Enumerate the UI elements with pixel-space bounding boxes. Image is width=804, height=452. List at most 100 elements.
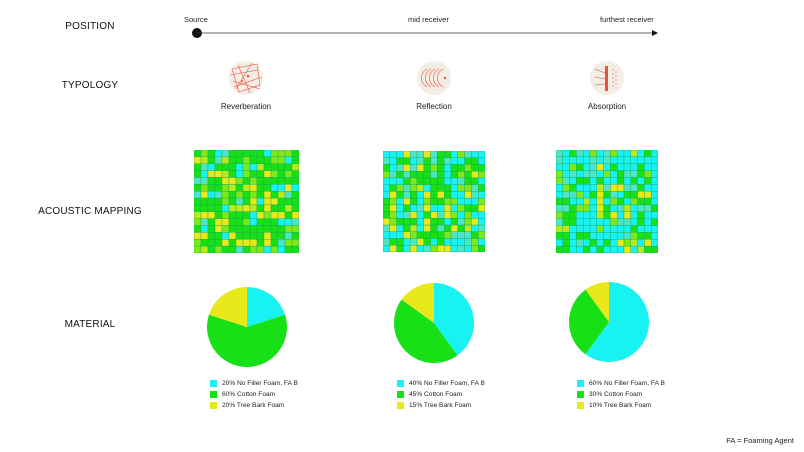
heatmap-cell xyxy=(589,218,597,226)
heatmap-cell xyxy=(389,171,397,179)
heatmap-cell xyxy=(291,211,299,219)
heatmap-cell xyxy=(263,239,272,247)
legend-text: 30% Cotton Foam xyxy=(589,391,643,398)
heatmap-cell xyxy=(200,163,209,171)
heatmap-cell xyxy=(284,232,293,240)
heatmap-cell xyxy=(556,218,563,226)
heatmap-cell xyxy=(430,238,438,246)
heatmap-cell xyxy=(423,164,431,172)
heatmap-cell xyxy=(423,197,431,206)
heatmap-cell xyxy=(207,163,216,171)
heatmap-cell xyxy=(644,184,652,192)
heatmap-cell xyxy=(214,218,223,226)
typology-label-reflection: Reflection xyxy=(416,102,452,111)
heatmap-cell xyxy=(410,218,418,226)
heatmap-cell xyxy=(284,211,293,219)
heatmap-cell xyxy=(576,211,584,219)
heatmap-cell xyxy=(291,163,299,171)
heatmap-cell xyxy=(437,197,445,206)
heatmap-cell xyxy=(235,156,244,164)
heatmap-cell xyxy=(576,163,584,171)
heatmap-cell xyxy=(228,170,237,178)
heatmap-cell xyxy=(389,211,397,219)
heatmap-cell xyxy=(270,239,279,247)
heatmap-cell xyxy=(416,211,424,219)
heatmap-cell xyxy=(583,184,591,192)
legend-text: 20% No Filler Foam, FA B xyxy=(222,380,298,387)
heatmap-cell xyxy=(284,163,293,171)
heatmap-cell xyxy=(416,218,424,226)
heatmap-cell xyxy=(221,197,230,206)
heatmap-cell xyxy=(200,232,209,240)
heatmap-cell xyxy=(637,184,645,192)
heatmap-cell xyxy=(423,157,431,165)
heatmap-cell xyxy=(270,197,279,206)
heatmap-cell xyxy=(277,191,286,199)
heatmap-cell xyxy=(270,170,279,178)
position-mid-label: mid receiver xyxy=(408,15,449,24)
heatmap-cell xyxy=(200,239,209,247)
heatmap-cell xyxy=(430,171,438,179)
heatmap-cell xyxy=(556,225,563,233)
heatmap-cell xyxy=(263,191,272,199)
heatmap-cell xyxy=(284,150,293,158)
heatmap-cell xyxy=(651,218,658,226)
row-label-acoustic-mapping: ACOUSTIC MAPPING xyxy=(38,206,142,217)
heatmap-cell xyxy=(444,191,452,199)
heatmap-cell xyxy=(200,245,209,253)
heatmap-cell xyxy=(471,151,479,158)
heatmap-cell xyxy=(277,170,286,178)
heatmap-cell xyxy=(610,191,618,199)
heatmap-cell xyxy=(556,211,563,219)
heatmap-cell xyxy=(450,231,458,239)
pie-slice xyxy=(401,283,434,323)
heatmap-cell xyxy=(383,224,390,232)
heatmap-cell xyxy=(437,191,445,199)
heatmap-cell xyxy=(403,177,411,185)
heatmap-cell xyxy=(556,204,563,212)
heatmap-cell xyxy=(583,197,591,206)
heatmap-cell xyxy=(569,156,577,164)
heatmap-cell xyxy=(249,191,258,199)
heatmap-cell xyxy=(410,224,418,232)
heatmap-cell xyxy=(277,177,286,185)
heatmap-cell xyxy=(610,239,618,247)
heatmap-cell xyxy=(194,211,202,219)
heatmap-cell xyxy=(464,204,472,212)
heatmap-cell xyxy=(403,171,411,179)
heatmap-cell xyxy=(583,225,591,233)
heatmap-cell xyxy=(437,184,445,192)
heatmap-cell xyxy=(383,197,390,206)
heatmap-cell xyxy=(437,245,445,252)
heatmap-cell xyxy=(249,170,258,178)
heatmap-cell xyxy=(478,211,485,219)
heatmap-cell xyxy=(416,231,424,239)
heatmap-cell xyxy=(263,232,272,240)
heatmap-cell xyxy=(291,170,299,178)
heatmap-cell xyxy=(383,157,390,165)
heatmap-cell xyxy=(603,184,611,192)
heatmap-cell xyxy=(478,171,485,179)
heatmap-cell xyxy=(478,191,485,199)
heatmap-cell xyxy=(416,224,424,232)
heatmap-cell xyxy=(478,218,485,226)
heatmap-cell xyxy=(249,177,258,185)
heatmap-cell xyxy=(603,150,611,158)
heatmap-cell xyxy=(450,238,458,246)
heatmap-cell xyxy=(403,197,411,206)
heatmap-cell xyxy=(623,218,631,226)
heatmap-cell xyxy=(623,239,631,247)
heatmap-cell xyxy=(410,211,418,219)
heatmap-cell xyxy=(576,245,584,253)
heatmap-cell xyxy=(383,238,390,246)
heatmap-cell xyxy=(277,218,286,226)
legend-swatch-green xyxy=(577,391,584,398)
heatmap-cell xyxy=(389,184,397,192)
heatmap-cell xyxy=(263,197,272,206)
heatmap-cell xyxy=(256,197,265,206)
heatmap-cell xyxy=(444,171,452,179)
heatmap-cell xyxy=(284,177,293,185)
heatmap-cell xyxy=(556,191,563,199)
heatmap-cell xyxy=(403,231,411,239)
heatmap-cell xyxy=(228,163,237,171)
